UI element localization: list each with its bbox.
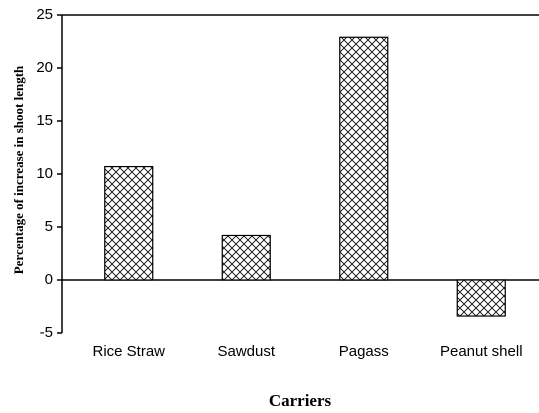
- y-tick-label: 25: [36, 6, 53, 23]
- bar: [456, 279, 506, 317]
- bar: [339, 36, 389, 281]
- y-tick-label: 20: [36, 59, 53, 76]
- x-tick-label: Sawdust: [217, 343, 275, 360]
- y-tick-label: 5: [45, 218, 53, 235]
- y-tick-label: 0: [45, 271, 53, 288]
- x-axis-title: Carriers: [269, 391, 332, 410]
- y-tick-label: -5: [40, 324, 53, 341]
- y-tick-label: 10: [36, 165, 53, 182]
- x-tick-label: Pagass: [339, 343, 389, 360]
- x-tick-label: Rice Straw: [92, 343, 165, 360]
- y-tick-label: 15: [36, 112, 53, 129]
- y-axis-title: Percentage of increase in shoot length: [11, 65, 26, 274]
- x-tick-label: Peanut shell: [440, 343, 523, 360]
- bar: [221, 234, 271, 281]
- bar: [104, 165, 154, 281]
